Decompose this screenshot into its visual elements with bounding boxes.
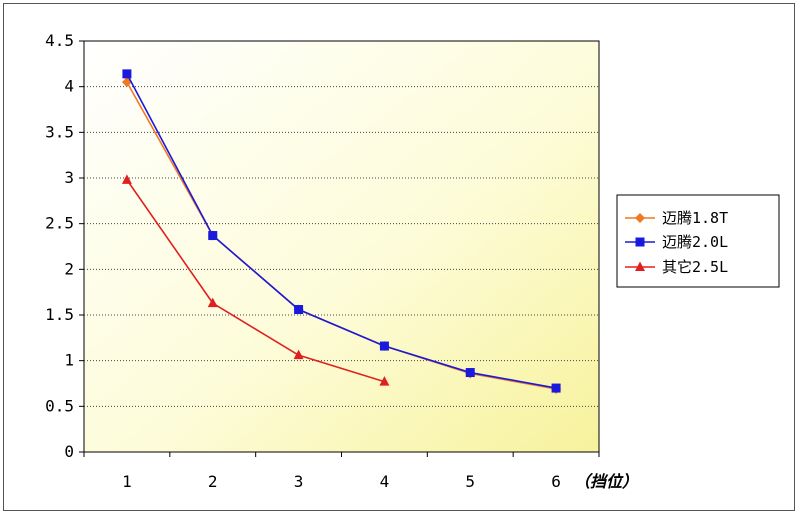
data-point-square — [635, 237, 645, 247]
y-tick-label: 2 — [64, 259, 74, 278]
data-point-square — [208, 231, 218, 241]
data-point-square — [294, 305, 304, 315]
y-axis-ticks: 0 0.5 1 1.5 2 2.5 3 3.5 4 4.5 — [45, 31, 84, 461]
legend-label: 其它2.5L — [662, 258, 728, 276]
legend-item: 其它2.5L — [625, 258, 728, 276]
y-tick-label: 1.5 — [45, 305, 74, 324]
data-point-square — [465, 368, 475, 378]
data-point-diamond — [121, 77, 132, 88]
legend-label: 迈腾1.8T — [662, 209, 728, 227]
y-tick-label: 4.5 — [45, 31, 74, 50]
plot-area — [83, 40, 600, 453]
legend-item: 迈腾2.0L — [625, 233, 728, 251]
y-tick-label: 0 — [64, 442, 74, 461]
series-line — [126, 73, 557, 389]
data-point-triangle — [293, 349, 304, 360]
x-axis-unit-label: （挡位） — [574, 472, 638, 491]
gridlines — [84, 86, 599, 407]
x-tick-label: 2 — [208, 472, 218, 491]
data-point-triangle — [207, 297, 218, 308]
x-tick-label: 5 — [465, 472, 475, 491]
data-point-triangle — [379, 376, 390, 386]
y-tick-label: 2.5 — [45, 214, 74, 233]
data-point-triangle — [121, 174, 132, 184]
data-point-square — [122, 69, 132, 79]
x-axis-ticks: 1 2 3 4 5 6 — [83, 452, 600, 491]
series-2 — [121, 174, 390, 386]
series-1 — [122, 69, 561, 393]
y-tick-label: 4 — [64, 77, 74, 96]
data-point-diamond — [635, 213, 645, 223]
x-tick-label: 3 — [294, 472, 304, 491]
legend-items: 迈腾1.8T 迈腾2.0L 其它2.5L — [625, 209, 728, 276]
y-tick-label: 0.5 — [45, 396, 74, 415]
legend-label: 迈腾2.0L — [662, 233, 728, 251]
y-tick-label: 3 — [64, 168, 74, 187]
legend-item: 迈腾1.8T — [625, 209, 728, 227]
series-line — [126, 179, 385, 383]
x-tick-label: 1 — [122, 472, 132, 491]
y-tick-label: 3.5 — [45, 122, 74, 141]
data-point-triangle — [635, 261, 645, 271]
x-tick-label: 6 — [551, 472, 561, 491]
data-point-square — [379, 341, 389, 351]
y-tick-label: 1 — [64, 351, 74, 370]
series-lines — [121, 69, 562, 394]
legend: 迈腾1.8T 迈腾2.0L 其它2.5L — [616, 194, 780, 288]
data-point-square — [551, 383, 561, 393]
x-tick-label: 4 — [380, 472, 390, 491]
